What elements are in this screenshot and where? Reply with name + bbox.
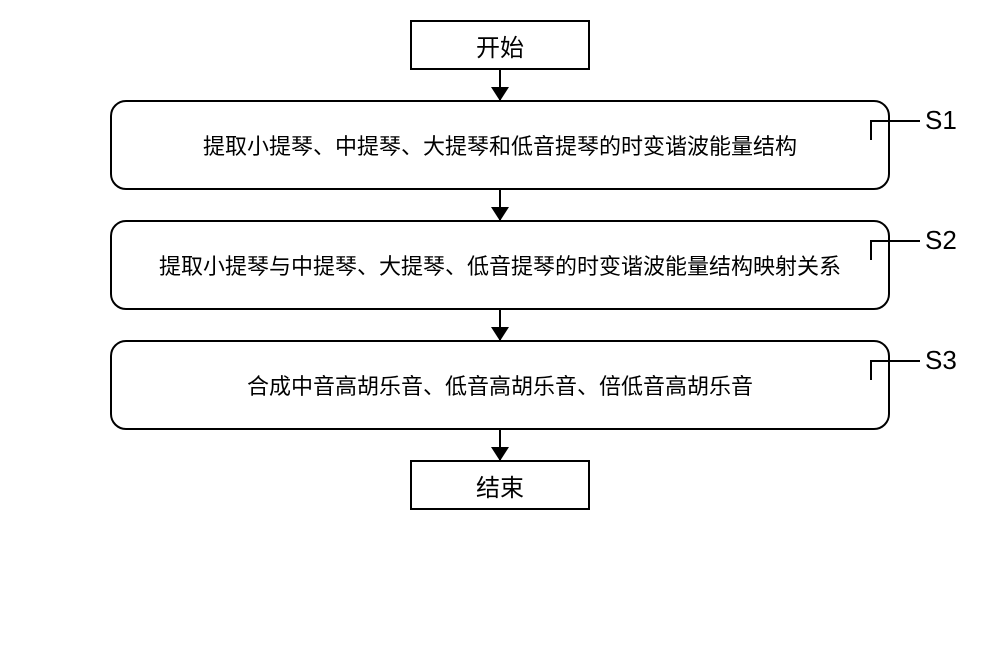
start-label: 开始 xyxy=(476,28,524,63)
connector-s3-horiz xyxy=(870,360,920,362)
process-s3-text: 合成中音高胡乐音、低音高胡乐音、倍低音高胡乐音 xyxy=(247,369,753,401)
process-s1-text: 提取小提琴、中提琴、大提琴和低音提琴的时变谐波能量结构 xyxy=(203,129,797,161)
end-terminal: 结束 xyxy=(410,460,590,510)
arrow-s3-end xyxy=(499,430,501,460)
arrowhead-icon xyxy=(491,447,509,461)
process-s2: 提取小提琴与中提琴、大提琴、低音提琴的时变谐波能量结构映射关系 xyxy=(110,220,890,310)
start-terminal: 开始 xyxy=(410,20,590,70)
process-s1: 提取小提琴、中提琴、大提琴和低音提琴的时变谐波能量结构 xyxy=(110,100,890,190)
step-label-s3: S3 xyxy=(925,345,957,376)
connector-s1-horiz xyxy=(870,120,920,122)
step-label-s2: S2 xyxy=(925,225,957,256)
process-s2-text: 提取小提琴与中提琴、大提琴、低音提琴的时变谐波能量结构映射关系 xyxy=(159,249,841,281)
connector-s2-vert xyxy=(870,240,872,260)
arrowhead-icon xyxy=(491,327,509,341)
arrow-s2-s3 xyxy=(499,310,501,340)
arrow-start-s1 xyxy=(499,70,501,100)
arrowhead-icon xyxy=(491,207,509,221)
connector-s3-vert xyxy=(870,360,872,380)
process-s3: 合成中音高胡乐音、低音高胡乐音、倍低音高胡乐音 xyxy=(110,340,890,430)
end-label: 结束 xyxy=(476,468,524,503)
connector-s1-vert xyxy=(870,120,872,140)
connector-s2-horiz xyxy=(870,240,920,242)
arrow-s1-s2 xyxy=(499,190,501,220)
flowchart-container: 开始 提取小提琴、中提琴、大提琴和低音提琴的时变谐波能量结构 提取小提琴与中提琴… xyxy=(40,20,960,510)
step-label-s1: S1 xyxy=(925,105,957,136)
arrowhead-icon xyxy=(491,87,509,101)
